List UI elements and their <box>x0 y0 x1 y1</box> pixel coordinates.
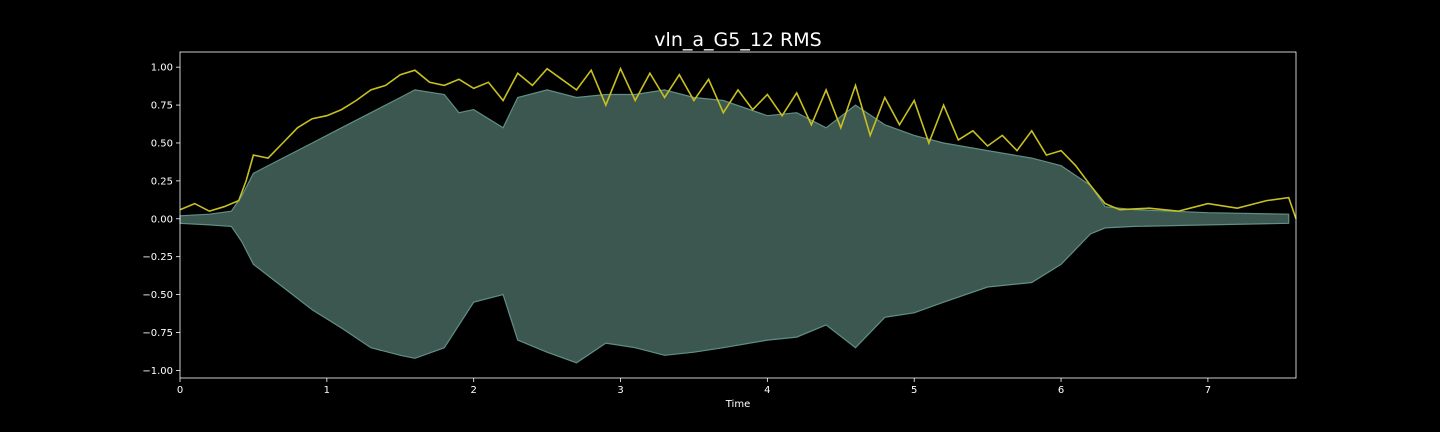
y-tick-label: 0.00 <box>151 214 173 225</box>
chart-title: vln_a_G5_12 RMS <box>654 29 821 51</box>
x-tick-label: 1 <box>324 385 330 396</box>
y-tick-label: −1.00 <box>142 366 173 377</box>
x-tick-label: 2 <box>470 385 476 396</box>
waveform-layer <box>179 89 1290 364</box>
y-tick-label: −0.75 <box>142 328 173 339</box>
plot-area <box>179 51 1297 379</box>
rms-line <box>179 66 1297 220</box>
x-axis-label: Time <box>725 399 750 410</box>
x-tick-label: 6 <box>1058 385 1064 396</box>
y-tick-label: 0.75 <box>151 101 173 112</box>
y-tick-label: −0.50 <box>142 290 173 301</box>
x-tick-label: 5 <box>911 385 917 396</box>
y-tick-label: 0.50 <box>151 138 173 149</box>
x-tick-label: 4 <box>764 385 770 396</box>
x-tick-label: 0 <box>177 385 183 396</box>
y-tick-label: 1.00 <box>151 63 173 74</box>
waveform-envelope <box>179 89 1290 364</box>
y-tick-label: −0.25 <box>142 252 173 263</box>
x-axis: 0 1 2 3 4 5 6 7 <box>177 378 1211 396</box>
x-tick-label: 3 <box>617 385 623 396</box>
y-axis: 1.00 0.75 0.50 0.25 0.00 −0.25 −0.50 −0.75 −1.00 <box>142 63 180 377</box>
rms-layer <box>179 66 1297 220</box>
plot-frame <box>179 51 1297 379</box>
x-tick-label: 7 <box>1205 385 1211 396</box>
y-tick-label: 0.25 <box>151 176 173 187</box>
